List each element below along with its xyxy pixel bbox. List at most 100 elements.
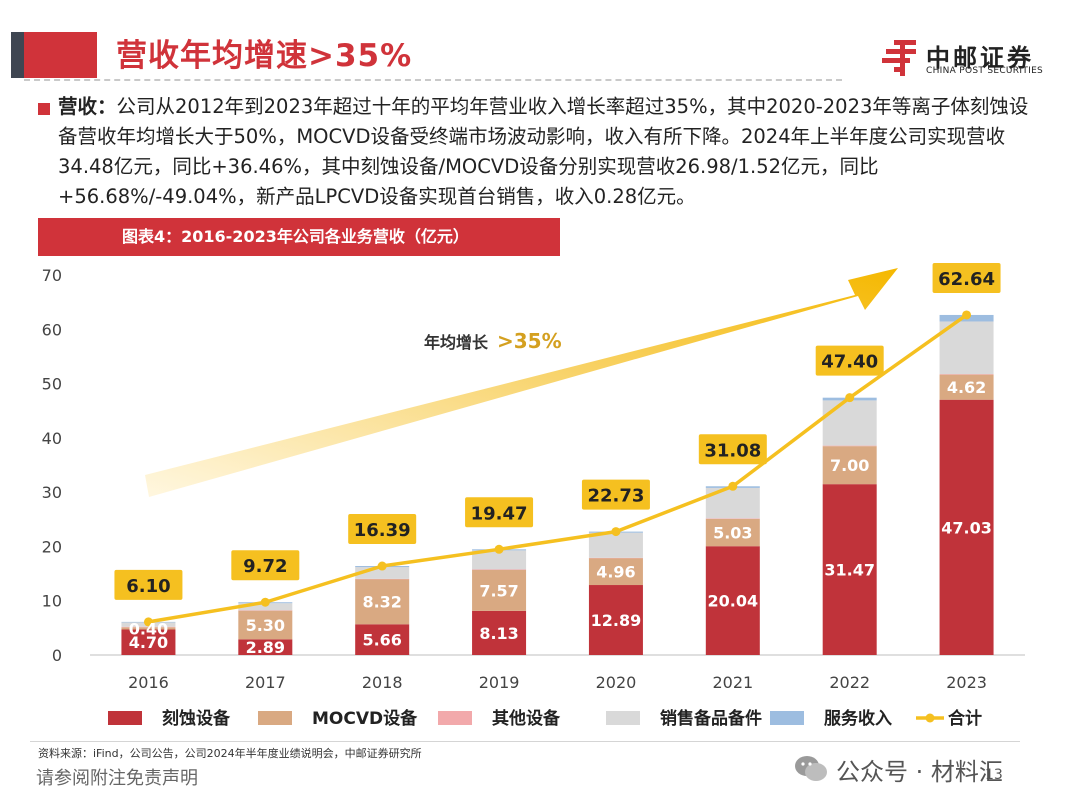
china-post-logo-icon: [882, 40, 916, 76]
legend-label: 刻蚀设备: [162, 708, 231, 729]
y-tick-label: 20: [42, 537, 62, 556]
y-tick-label: 30: [42, 483, 62, 502]
x-tick-label: 2023: [946, 673, 987, 692]
bar-segment-mocvd: [355, 579, 410, 625]
legend-swatch: [438, 711, 472, 725]
total-series-point: [494, 544, 504, 554]
total-series-point: [728, 481, 738, 491]
page-title: 营收年均增速>35%: [116, 38, 413, 74]
total-data-label: 31.08: [704, 440, 761, 461]
x-tick-label: 2016: [128, 673, 169, 692]
growth-annotation-lead: 年均增长: [424, 333, 489, 352]
bar-segment-etch: [355, 624, 410, 655]
bar-segment-mocvd: [939, 374, 994, 400]
bar-segment-mocvd: [472, 569, 527, 611]
bar-segment-other: [121, 626, 176, 628]
legend-label: 合计: [948, 708, 982, 729]
legend-swatch: [108, 711, 142, 725]
bar-segment-mocvd: [238, 610, 293, 640]
total-label-box: [698, 434, 767, 465]
total-series-point: [845, 393, 855, 403]
growth-annotation-highlight: >35%: [497, 329, 562, 353]
legend-label: 销售备品备件: [660, 708, 762, 729]
y-tick-label: 10: [42, 592, 62, 611]
bar-data-label-mocvd: 7.00: [830, 456, 869, 475]
bar-segment-other: [355, 578, 410, 580]
bar-segment-mocvd: [588, 558, 643, 586]
y-tick-label: 60: [42, 320, 62, 339]
bar-segment-spares: [355, 567, 410, 579]
bar-data-label-etch: 47.03: [941, 518, 992, 537]
wechat-icon: [795, 756, 827, 781]
bar-segment-other: [472, 569, 527, 570]
bar-segment-etch: [939, 399, 994, 655]
bar-segment-spares: [472, 550, 527, 570]
y-tick-label: 50: [42, 375, 62, 394]
legend-line-marker: [925, 713, 935, 723]
legend-swatch: [258, 711, 292, 725]
summary-text: 公司从2012年到2023年超过十年的平均年营业收入增长率超过35%，其中202…: [58, 95, 1029, 208]
source-note: 资料来源：iFind，公司公告，公司2024年半年度业绩说明会，中邮证券研究所: [38, 747, 422, 760]
bar-data-label-mocvd: 4.62: [947, 378, 986, 397]
bar-segment-spares: [238, 603, 293, 611]
bar-segment-other: [822, 445, 877, 447]
y-tick-label: 70: [42, 266, 62, 285]
total-label-box: [932, 262, 1001, 293]
bar-data-label-mocvd: 0.40: [129, 619, 168, 638]
bar-segment-etch: [588, 585, 643, 655]
legend-swatch: [770, 711, 804, 725]
legend-label: 其他设备: [492, 708, 561, 729]
title-accent-dark: [11, 32, 24, 78]
legend-label: MOCVD设备: [312, 708, 418, 729]
bar-segment-etch: [121, 629, 176, 655]
total-series-point: [377, 561, 387, 571]
bar-data-label-mocvd: 8.32: [362, 593, 401, 612]
total-data-label: 16.39: [354, 520, 411, 541]
x-tick-label: 2018: [362, 673, 403, 692]
bar-data-label-etch: 5.66: [362, 631, 401, 650]
logo-chinese-text: 中邮证券: [926, 44, 1034, 72]
summary-lead: 营收：: [58, 95, 117, 118]
total-data-label: 22.73: [587, 486, 644, 507]
bar-segment-spares: [588, 532, 643, 558]
x-tick-label: 2017: [245, 673, 286, 692]
source-divider: [30, 741, 1020, 742]
total-data-label: 6.10: [126, 576, 170, 597]
bar-data-label-mocvd: 4.96: [596, 563, 635, 582]
total-label-box: [465, 497, 534, 528]
growth-annotation: 年均增长 >35%: [424, 329, 562, 353]
total-label-box: [114, 569, 183, 600]
y-tick-label: 40: [42, 429, 62, 448]
summary-paragraph: 营收：公司从2012年到2023年超过十年的平均年营业收入增长率超过35%，其中…: [58, 92, 1043, 212]
legend-label: 服务收入: [824, 708, 892, 729]
bar-data-label-mocvd: 7.57: [479, 581, 518, 600]
total-series-point: [143, 617, 153, 627]
bar-segment-other: [238, 610, 293, 611]
total-label-box: [348, 514, 417, 545]
title-accent-red: [24, 32, 97, 78]
bar-segment-mocvd: [705, 518, 760, 547]
bar-data-label-etch: 20.04: [708, 592, 759, 611]
watermark: 公众号 · 材料汇: [836, 758, 1003, 786]
total-series-point: [962, 310, 972, 320]
total-data-label: 9.72: [243, 556, 287, 577]
bar-segment-spares: [939, 321, 994, 375]
total-label-box: [231, 550, 300, 581]
bar-data-label-etch: 31.47: [824, 561, 875, 580]
disclaimer-text: 请参阅附注免责声明: [36, 768, 198, 789]
total-series-point: [260, 597, 270, 607]
bullet-square: [38, 103, 50, 115]
bar-segment-spares: [822, 400, 877, 446]
bar-data-label-etch: 8.13: [479, 624, 518, 643]
bar-data-label-mocvd: 5.30: [246, 616, 285, 635]
total-data-label: 62.64: [938, 269, 995, 290]
total-series-line: [148, 313, 968, 624]
x-tick-label: 2021: [712, 673, 753, 692]
growth-arrow: [145, 268, 898, 497]
bar-data-label-mocvd: 5.03: [713, 524, 752, 543]
total-label-box: [815, 345, 884, 376]
total-data-label: 47.40: [821, 352, 878, 373]
title-divider: [24, 79, 842, 81]
bar-segment-mocvd: [822, 446, 877, 485]
